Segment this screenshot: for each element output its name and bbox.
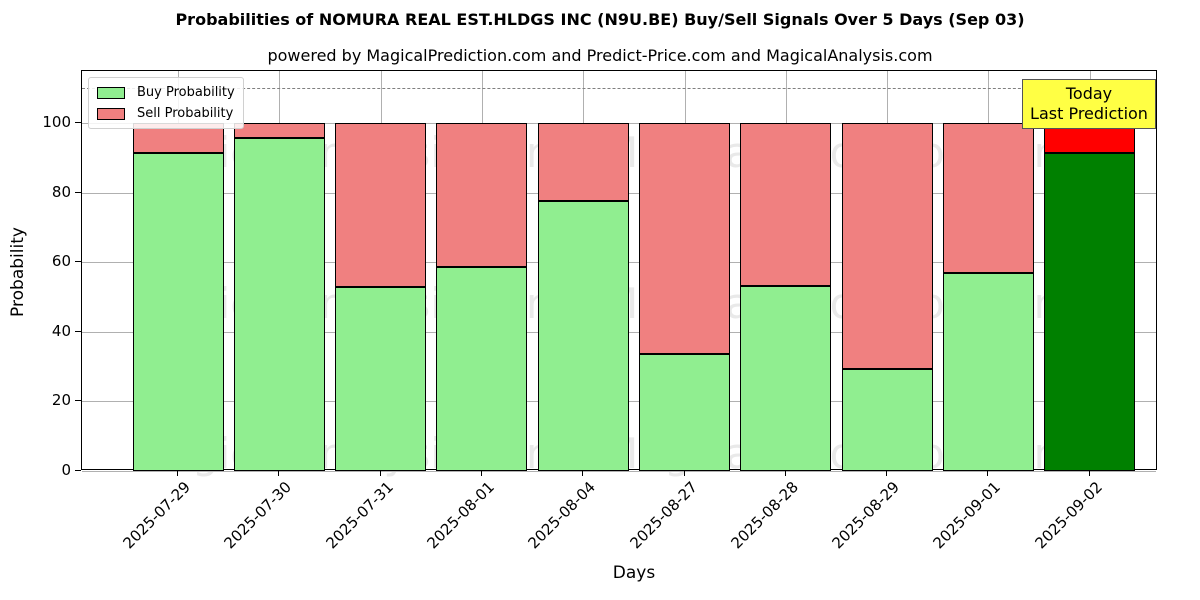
y-tick-label: 40 bbox=[51, 321, 71, 340]
today-annotation-line1: Today bbox=[1065, 84, 1113, 103]
chart-subtitle: powered by MagicalPrediction.com and Pre… bbox=[267, 46, 933, 65]
x-tick bbox=[177, 470, 178, 476]
chart-title: Probabilities of NOMURA REAL EST.HLDGS I… bbox=[175, 10, 1025, 29]
y-tick-label: 80 bbox=[51, 182, 71, 201]
y-tick bbox=[75, 400, 81, 402]
y-tick bbox=[75, 330, 81, 332]
y-tick-label: 100 bbox=[42, 113, 71, 132]
buy-bar bbox=[639, 354, 730, 471]
x-tick bbox=[480, 470, 482, 476]
x-tick-label: 2025-08-01 bbox=[423, 478, 498, 553]
x-tick bbox=[379, 470, 381, 476]
x-tick-label: 2025-07-29 bbox=[119, 478, 194, 553]
buy-swatch-icon bbox=[97, 86, 125, 99]
buy-bar bbox=[335, 287, 427, 471]
x-tick-label: 2025-07-30 bbox=[220, 478, 296, 553]
sell-bar bbox=[233, 123, 325, 139]
legend-item-buy: Buy Probability bbox=[97, 82, 235, 103]
sell-bar bbox=[841, 123, 933, 370]
gridline-horizontal bbox=[82, 471, 1156, 472]
buy-bar bbox=[841, 369, 933, 471]
x-tick-label: 2025-08-28 bbox=[727, 478, 802, 553]
x-tick bbox=[1088, 470, 1090, 476]
buy-bar bbox=[942, 273, 1034, 471]
buy-bar bbox=[436, 266, 528, 471]
x-tick bbox=[784, 470, 786, 476]
sell-bar bbox=[639, 123, 730, 355]
y-tick bbox=[75, 470, 81, 471]
x-tick bbox=[987, 470, 989, 476]
legend-label-buy: Buy Probability bbox=[137, 85, 235, 100]
x-tick-label: 2025-07-31 bbox=[322, 478, 397, 553]
x-tick bbox=[582, 470, 584, 476]
buy-bar bbox=[537, 200, 629, 471]
sell-bar bbox=[537, 123, 629, 201]
x-tick bbox=[278, 470, 280, 476]
buy-bar bbox=[740, 285, 832, 471]
x-tick-label: 2025-08-04 bbox=[524, 478, 600, 553]
sell-bar bbox=[335, 123, 427, 287]
x-tick-label: 2025-08-29 bbox=[828, 478, 904, 553]
y-tick bbox=[75, 191, 81, 193]
x-tick bbox=[683, 470, 685, 476]
buy-bar bbox=[233, 138, 325, 471]
legend-label-sell: Sell Probability bbox=[137, 106, 234, 121]
y-tick bbox=[75, 261, 81, 263]
today-annotation-line2: Last Prediction bbox=[1030, 104, 1148, 123]
buy-bar bbox=[132, 153, 224, 471]
sell-swatch-icon bbox=[97, 107, 125, 120]
y-tick-label: 20 bbox=[51, 391, 71, 410]
x-tick-label: 2025-09-02 bbox=[1031, 478, 1106, 553]
sell-bar bbox=[942, 123, 1034, 274]
legend: Buy Probability Sell Probability bbox=[88, 77, 244, 129]
today-annotation: Today Last Prediction bbox=[1022, 79, 1156, 129]
buy-bar bbox=[1044, 153, 1136, 471]
y-tick-label: 0 bbox=[61, 461, 71, 479]
x-tick bbox=[886, 470, 888, 476]
reference-line bbox=[82, 88, 1156, 90]
x-axis-title: Days bbox=[612, 563, 656, 583]
sell-bar bbox=[436, 123, 528, 267]
y-axis-title: Probability bbox=[8, 227, 28, 317]
x-tick-label: 2025-08-27 bbox=[626, 478, 701, 553]
y-tick-label: 60 bbox=[51, 252, 71, 271]
legend-item-sell: Sell Probability bbox=[97, 103, 235, 124]
x-tick-label: 2025-09-01 bbox=[929, 478, 1005, 553]
sell-bar bbox=[740, 123, 832, 286]
plot-area: MagicalAnalysis.comMagicalPrediction.com… bbox=[81, 70, 1157, 478]
y-tick bbox=[75, 122, 81, 124]
